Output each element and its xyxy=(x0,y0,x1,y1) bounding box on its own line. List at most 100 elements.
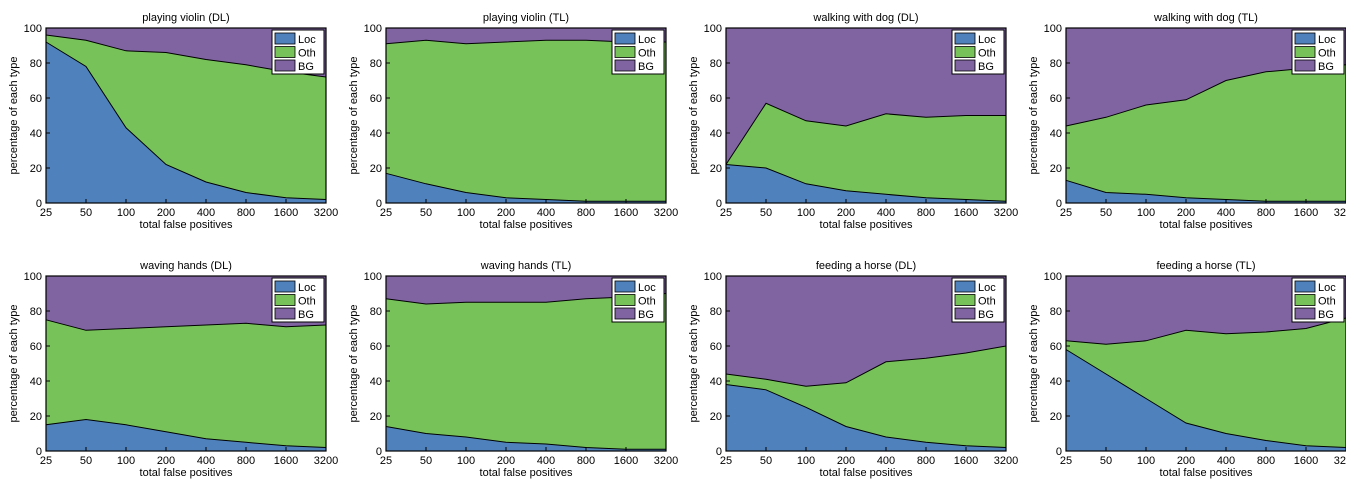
x-tick-label: 25 xyxy=(40,207,52,219)
x-tick-label: 100 xyxy=(457,207,475,219)
x-tick-label: 3200 xyxy=(314,207,338,219)
x-tick-label: 3200 xyxy=(994,207,1018,219)
x-tick-label: 200 xyxy=(497,207,515,219)
legend-label: Oth xyxy=(978,296,996,308)
x-tick-label: 1600 xyxy=(1294,207,1318,219)
y-tick-label: 0 xyxy=(1056,198,1062,210)
y-tick-label: 80 xyxy=(1050,306,1062,318)
y-tick-label: 20 xyxy=(370,163,382,175)
legend-label: BG xyxy=(1318,61,1334,73)
y-axis-label: percentage of each type xyxy=(348,304,360,422)
x-tick-label: 1600 xyxy=(274,207,298,219)
x-tick-label: 200 xyxy=(1177,455,1195,467)
legend-label: Loc xyxy=(978,282,996,294)
legend-label: BG xyxy=(978,61,994,73)
legend-label: BG xyxy=(978,309,994,321)
x-axis-label: total false positives xyxy=(1160,467,1253,479)
plot-frame xyxy=(1065,27,1346,204)
x-tick-label: 800 xyxy=(237,455,255,467)
legend-label: Oth xyxy=(638,48,656,60)
legend-label: Oth xyxy=(1318,48,1336,60)
area-loc xyxy=(386,173,666,203)
legend-label: Loc xyxy=(638,34,656,46)
x-tick-label: 200 xyxy=(157,455,175,467)
series-line-loc xyxy=(725,164,1007,202)
y-axis-label: percentage of each type xyxy=(8,56,20,174)
x-axis-label: total false positives xyxy=(480,467,573,479)
y-tick-label: 0 xyxy=(36,446,42,458)
y-tick-label: 40 xyxy=(30,128,42,140)
x-tick-label: 400 xyxy=(197,455,215,467)
legend-swatch-loc xyxy=(954,32,976,45)
plot-frame xyxy=(725,275,1007,452)
x-tick-label: 400 xyxy=(877,455,895,467)
legend-swatch-loc xyxy=(954,280,976,293)
x-tick-label: 50 xyxy=(1100,455,1112,467)
x-tick-label: 3200 xyxy=(1334,455,1346,467)
chart-panel: 0 20 40 60 80 100 25 50 100 200 400 800 1600 3200 walk… xyxy=(1028,12,1346,231)
y-tick-label: 40 xyxy=(370,376,382,388)
area-oth xyxy=(726,103,1006,202)
x-tick-label: 200 xyxy=(837,455,855,467)
x-tick-label: 400 xyxy=(877,207,895,219)
x-tick-label: 3200 xyxy=(314,455,338,467)
x-tick-label: 400 xyxy=(537,207,555,219)
series-line-loc xyxy=(385,172,666,202)
legend-swatch-bg xyxy=(954,59,976,72)
series-line-loc xyxy=(1065,179,1346,202)
legend-swatch-oth xyxy=(274,294,296,306)
y-tick-label: 80 xyxy=(710,58,722,70)
legend-swatch-oth xyxy=(1294,294,1316,306)
y-tick-label: 60 xyxy=(370,93,382,105)
area-oth xyxy=(1066,318,1346,448)
x-tick-label: 1600 xyxy=(954,207,978,219)
y-tick-label: 100 xyxy=(704,271,722,283)
legend-label: Oth xyxy=(1318,296,1336,308)
y-tick-label: 0 xyxy=(716,446,722,458)
area-loc xyxy=(726,384,1006,451)
area-loc xyxy=(46,419,326,451)
series-line-oth xyxy=(45,319,327,331)
y-tick-label: 40 xyxy=(710,128,722,140)
area-bg xyxy=(726,276,1006,387)
x-tick-label: 25 xyxy=(380,455,392,467)
x-tick-label: 400 xyxy=(1217,455,1235,467)
y-tick-label: 0 xyxy=(1056,446,1062,458)
area-oth xyxy=(46,319,326,448)
plot-frame xyxy=(385,275,667,452)
chart-panel: 0 20 40 60 80 100 25 50 100 200 400 800 1600 3200 walk… xyxy=(688,12,1018,231)
legend-label: Oth xyxy=(638,296,656,308)
x-tick-label: 1600 xyxy=(614,207,638,219)
chart-title: waving hands (DL) xyxy=(139,260,232,272)
legend-label: Oth xyxy=(978,48,996,60)
area-bg xyxy=(726,28,1006,165)
legend-label: Loc xyxy=(298,34,316,46)
legend-swatch-loc xyxy=(614,32,636,45)
x-tick-label: 200 xyxy=(157,207,175,219)
plot-frame xyxy=(1065,275,1346,452)
legend-swatch-oth xyxy=(614,294,636,306)
y-tick-label: 20 xyxy=(30,163,42,175)
area-oth xyxy=(386,40,666,202)
x-tick-label: 25 xyxy=(380,207,392,219)
x-tick-label: 50 xyxy=(760,455,772,467)
legend-swatch-bg xyxy=(614,307,636,320)
chart-title: waving hands (TL) xyxy=(480,260,572,272)
y-tick-label: 80 xyxy=(370,306,382,318)
x-axis-label: total false positives xyxy=(820,219,913,231)
series-line-loc xyxy=(1065,349,1346,448)
legend-label: Oth xyxy=(298,48,316,60)
y-tick-label: 40 xyxy=(710,376,722,388)
chart-panel: 0 20 40 60 80 100 25 50 100 200 400 800 1600 3200 feed… xyxy=(688,260,1018,479)
x-tick-label: 800 xyxy=(577,455,595,467)
x-tick-label: 100 xyxy=(117,455,135,467)
y-tick-label: 0 xyxy=(376,446,382,458)
x-tick-label: 200 xyxy=(1177,207,1195,219)
legend-swatch-bg xyxy=(274,59,296,72)
legend-swatch-oth xyxy=(614,46,636,58)
